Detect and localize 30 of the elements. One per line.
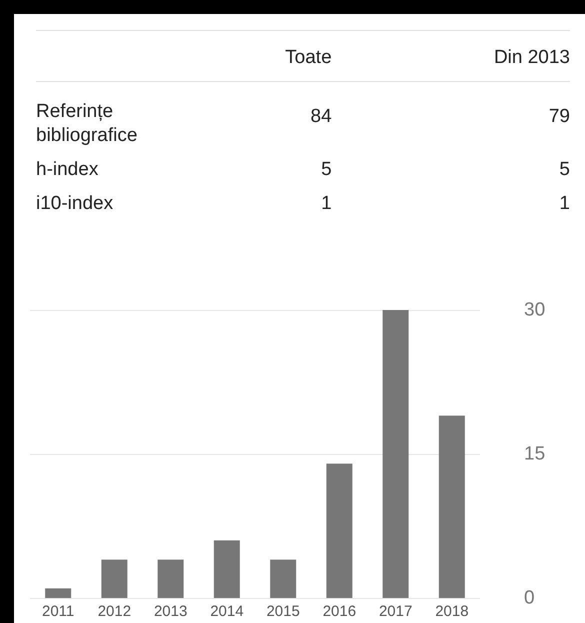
bar	[214, 540, 240, 598]
x-tick-label: 2016	[322, 603, 356, 620]
text: Toate	[186, 30, 332, 82]
text: Din 2013	[332, 30, 570, 82]
bar	[326, 464, 352, 598]
bar	[101, 560, 128, 598]
text: h-index	[36, 158, 100, 182]
text: 1	[320, 192, 332, 216]
x-tick-label: 2013	[154, 603, 188, 620]
bar	[158, 560, 184, 598]
x-tick-label: 2011	[42, 603, 74, 620]
bar	[382, 310, 409, 598]
text: 5	[558, 158, 570, 182]
y-tick-label: 15	[524, 444, 546, 464]
text: 1	[558, 192, 570, 216]
x-tick-label: 2017	[378, 603, 412, 620]
x-tick-label: 2018	[435, 603, 469, 620]
y-tick-label: 30	[524, 300, 546, 320]
x-tick-label: 2014	[210, 603, 244, 620]
y-tick-label: 0	[524, 588, 535, 608]
text: 79	[548, 105, 570, 129]
x-tick-label: 2012	[98, 603, 132, 620]
text: Referințe bibliografice	[36, 100, 138, 148]
text: 5	[320, 158, 332, 182]
text: i10-index	[36, 192, 114, 216]
text: 84	[310, 105, 332, 129]
x-tick-label: 2015	[266, 603, 300, 620]
bar	[438, 416, 465, 598]
bar	[270, 560, 296, 598]
bar	[45, 588, 72, 598]
